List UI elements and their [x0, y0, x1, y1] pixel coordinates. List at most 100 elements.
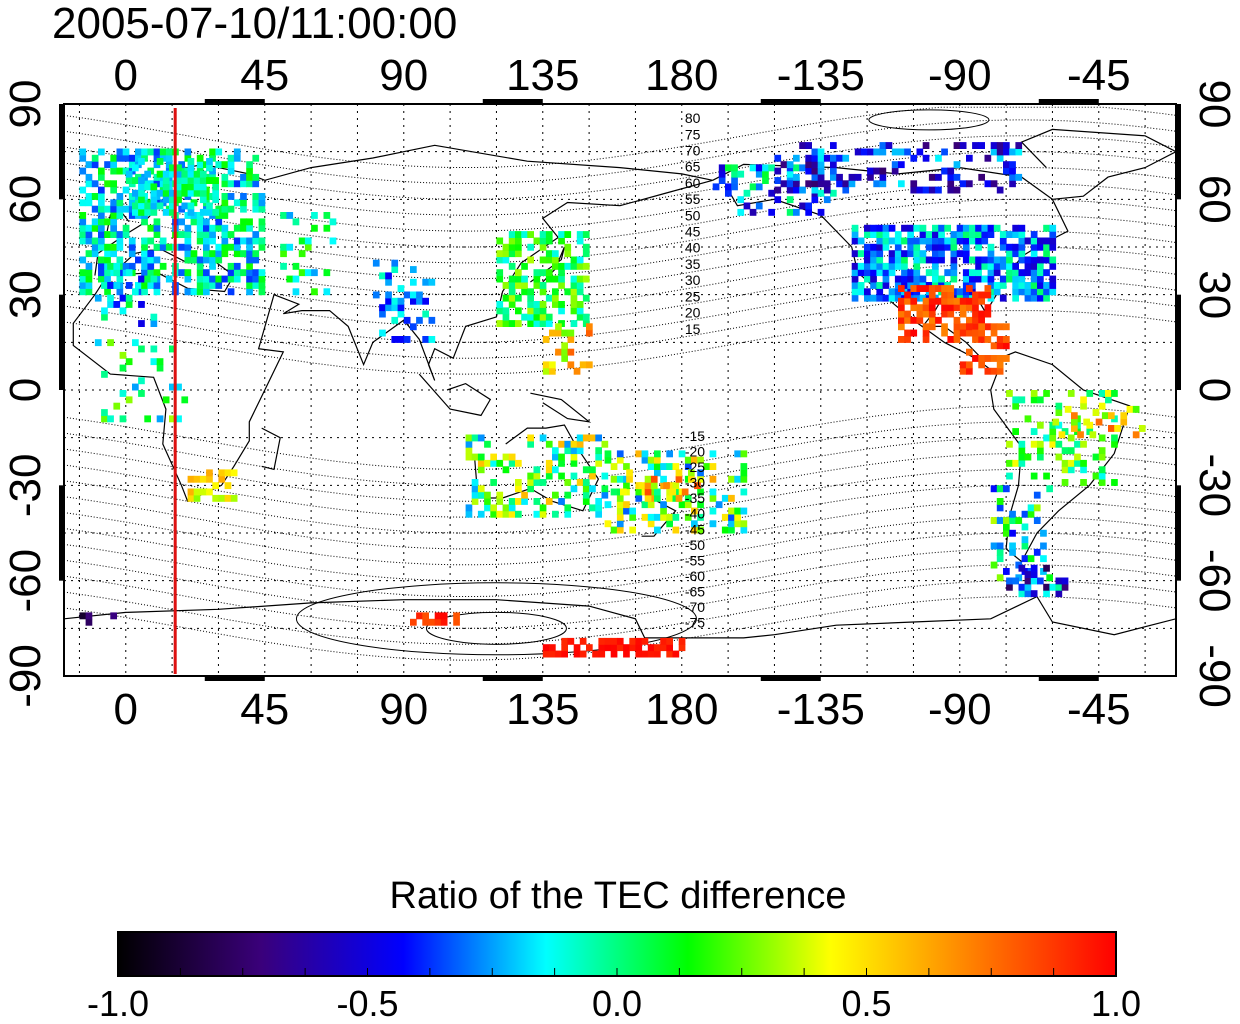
- tec-cell: [635, 488, 643, 496]
- tec-cell: [110, 154, 117, 162]
- tec-cell: [221, 231, 229, 238]
- tec-cell: [1049, 440, 1057, 448]
- tec-cell: [975, 243, 982, 251]
- tec-cell: [1049, 288, 1057, 296]
- tec-cell: [175, 196, 182, 204]
- tec-cell: [762, 177, 769, 184]
- tec-cell: [935, 173, 942, 181]
- tec-cell: [774, 196, 782, 204]
- tec-cell: [962, 243, 970, 251]
- tec-cell: [576, 275, 584, 283]
- tec-cell: [1006, 275, 1013, 283]
- tec-cell: [410, 618, 417, 626]
- tec-cell: [496, 237, 504, 245]
- frame-bar-bottom: [1038, 676, 1099, 681]
- tec-cell: [990, 485, 998, 493]
- tec-cell: [1074, 453, 1081, 461]
- tec-cell: [119, 307, 127, 315]
- tec-cell: [515, 231, 522, 238]
- tec-cell: [159, 237, 167, 245]
- tec-cell: [987, 243, 995, 251]
- tec-cell: [993, 282, 1001, 289]
- tec-cell: [542, 361, 550, 369]
- tec-cell: [533, 320, 541, 327]
- tec-cell: [734, 475, 741, 483]
- tec-cell: [221, 243, 229, 251]
- tec-cell: [159, 148, 167, 156]
- tec-cell: [996, 548, 1004, 556]
- tec-cell: [196, 256, 204, 264]
- tec-cell: [984, 304, 992, 312]
- tec-cell: [935, 297, 942, 305]
- tec-cell: [601, 485, 609, 493]
- tec-cell: [953, 304, 961, 312]
- tec-cell: [570, 288, 578, 296]
- tec-cell: [935, 285, 942, 292]
- tec-cell: [159, 262, 167, 270]
- tec-cell: [502, 282, 510, 289]
- tec-cell: [904, 329, 911, 337]
- tec-cell: [135, 148, 142, 156]
- tec-cell: [98, 218, 105, 226]
- tec-cell: [1052, 418, 1060, 426]
- tec-cell: [857, 288, 865, 296]
- tec-cell: [990, 367, 998, 375]
- lat-tick-label-right: 30: [1190, 270, 1239, 319]
- tec-cell: [246, 167, 253, 175]
- tec-cell: [582, 498, 590, 505]
- tec-cell: [910, 180, 918, 188]
- tec-cell: [1037, 421, 1044, 429]
- tec-cell: [85, 250, 93, 258]
- tec-cell: [953, 336, 961, 343]
- tec-cell: [1061, 577, 1069, 585]
- tec-cell: [98, 231, 105, 238]
- tec-cell: [684, 501, 692, 509]
- tec-cell: [98, 262, 105, 270]
- tec-cell: [104, 269, 111, 277]
- tec-cell: [1055, 453, 1063, 461]
- tec-cell: [1024, 577, 1032, 585]
- tec-cell: [1080, 459, 1087, 467]
- tec-cell: [206, 177, 213, 184]
- tec-cell: [132, 164, 139, 172]
- tec-cell: [329, 237, 337, 245]
- tec-cell: [150, 202, 158, 210]
- tec-cell: [153, 224, 161, 232]
- tec-cell: [246, 180, 253, 188]
- mlat-label: -50: [685, 537, 705, 553]
- tec-cell: [691, 456, 698, 464]
- tec-cell: [233, 199, 241, 207]
- tec-cell: [141, 148, 148, 156]
- tec-cell: [175, 170, 182, 178]
- tec-cell: [894, 262, 902, 270]
- tec-cell: [515, 237, 522, 245]
- tec-cell: [1037, 396, 1044, 404]
- tec-cell: [246, 218, 253, 226]
- tec-cell: [567, 637, 575, 645]
- lon-tick-label-bottom: 45: [240, 685, 289, 734]
- tec-cell: [240, 173, 247, 181]
- tec-cell: [728, 526, 735, 534]
- tec-cell: [539, 269, 547, 277]
- tec-cell: [567, 329, 575, 337]
- tec-cell: [709, 520, 717, 528]
- tec-cell: [98, 173, 105, 181]
- tec-cell: [391, 266, 399, 273]
- tec-cell: [626, 469, 633, 477]
- tec-cell: [104, 275, 111, 283]
- tec-cell: [527, 243, 534, 251]
- tec-cell: [718, 164, 726, 172]
- tec-cell: [91, 250, 99, 258]
- tec-cell: [508, 243, 516, 251]
- tec-cell: [1049, 231, 1057, 238]
- tec-cell: [203, 282, 210, 289]
- tec-cell: [1049, 256, 1057, 264]
- tec-cell: [1006, 577, 1013, 585]
- tec-cell: [1030, 250, 1038, 258]
- tec-cell: [227, 180, 235, 188]
- tec-cell: [98, 275, 105, 283]
- tec-cell: [1043, 390, 1050, 397]
- tec-cell: [864, 231, 871, 238]
- tec-cell: [122, 205, 130, 213]
- tec-cell: [978, 336, 985, 343]
